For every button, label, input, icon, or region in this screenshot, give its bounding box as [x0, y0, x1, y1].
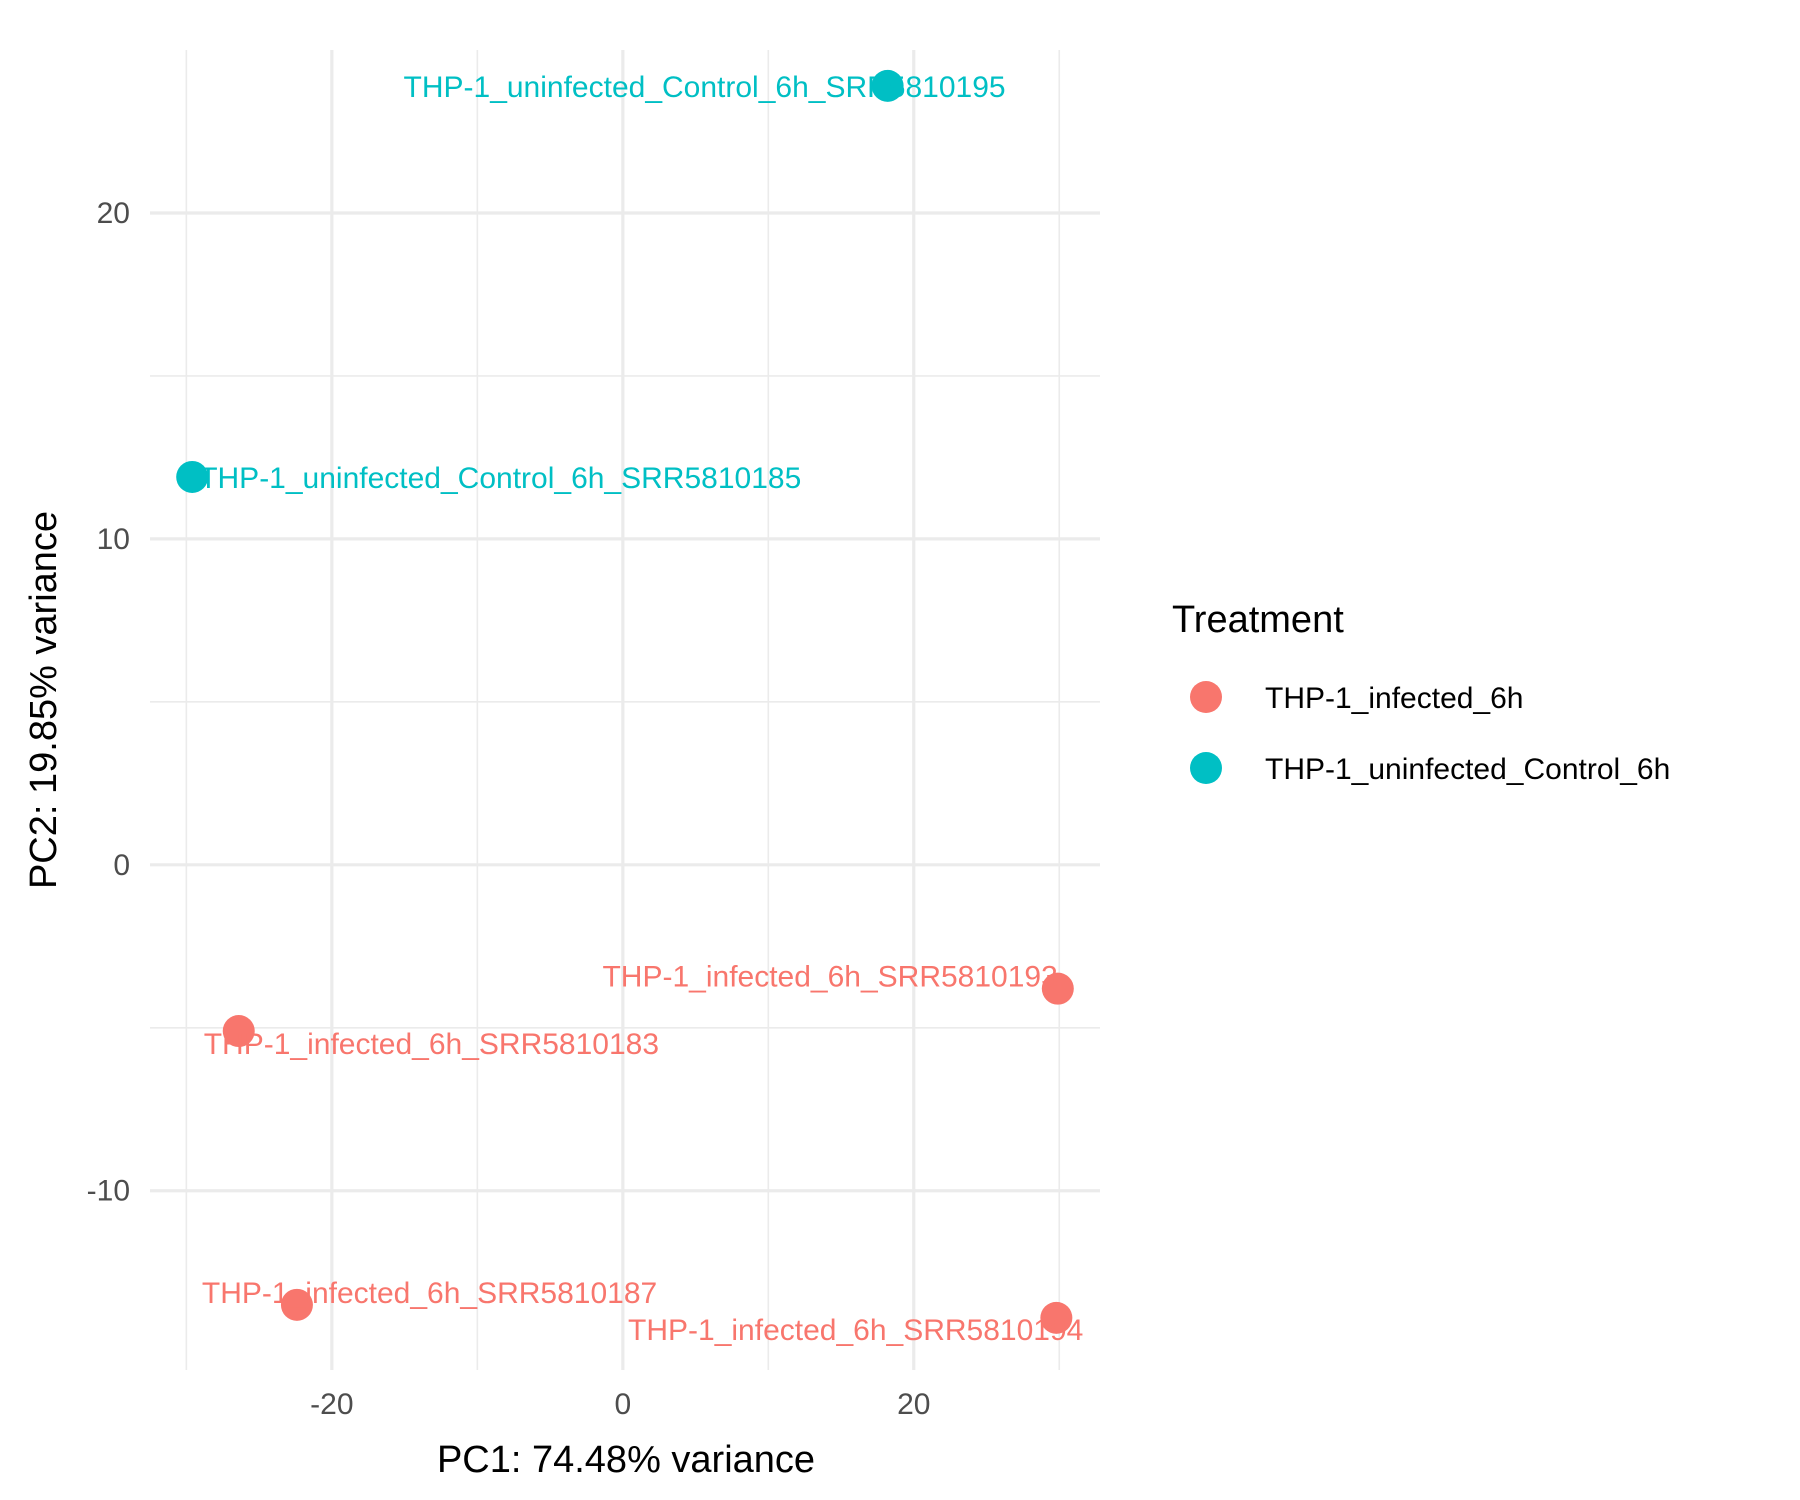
legend-title: Treatment: [1172, 599, 1344, 641]
legend-key-infected: [1190, 681, 1222, 713]
y-tick-labels: -10 0 10 20: [87, 197, 130, 1208]
legend-key-uninfected: [1190, 752, 1222, 784]
y-tick-label: 0: [113, 849, 130, 882]
y-axis-title: PC2: 19.85% variance: [23, 511, 65, 889]
x-tick-label: 20: [897, 1388, 930, 1421]
data-point: [176, 460, 209, 493]
point-label: THP-1_infected_6h_SRR5810187: [202, 1277, 657, 1310]
grid-lines: [150, 50, 1100, 1370]
legend: Treatment THP-1_infected_6h THP-1_uninfe…: [1172, 599, 1670, 786]
point-label: THP-1_infected_6h_SRR5810183: [204, 1028, 659, 1061]
data-point: [222, 1015, 255, 1048]
y-tick-label: 20: [97, 197, 130, 230]
data-point: [1041, 972, 1074, 1005]
x-tick-label: -20: [310, 1388, 353, 1421]
legend-label-uninfected: THP-1_uninfected_Control_6h: [1265, 753, 1670, 786]
point-labels: THP-1_infected_6h_SRR5810183 THP-1_infect…: [199, 71, 1083, 1347]
legend-label-infected: THP-1_infected_6h: [1265, 682, 1524, 715]
data-point: [280, 1288, 313, 1321]
point-label: THP-1_infected_6h_SRR5810193: [602, 961, 1057, 994]
data-point: [871, 69, 904, 102]
x-tick-label: 0: [614, 1388, 631, 1421]
point-label: THP-1_uninfected_Control_6h_SRR5810195: [404, 71, 1006, 104]
data-point: [1040, 1301, 1073, 1334]
point-label: THP-1_infected_6h_SRR5810194: [628, 1314, 1083, 1347]
data-points: [176, 69, 1074, 1334]
y-tick-label: -10: [87, 1175, 130, 1208]
x-tick-labels: -20 0 20: [310, 1388, 930, 1421]
point-label: THP-1_uninfected_Control_6h_SRR5810185: [199, 462, 801, 495]
y-tick-label: 10: [97, 523, 130, 556]
x-axis-title: PC1: 74.48% variance: [437, 1439, 815, 1481]
